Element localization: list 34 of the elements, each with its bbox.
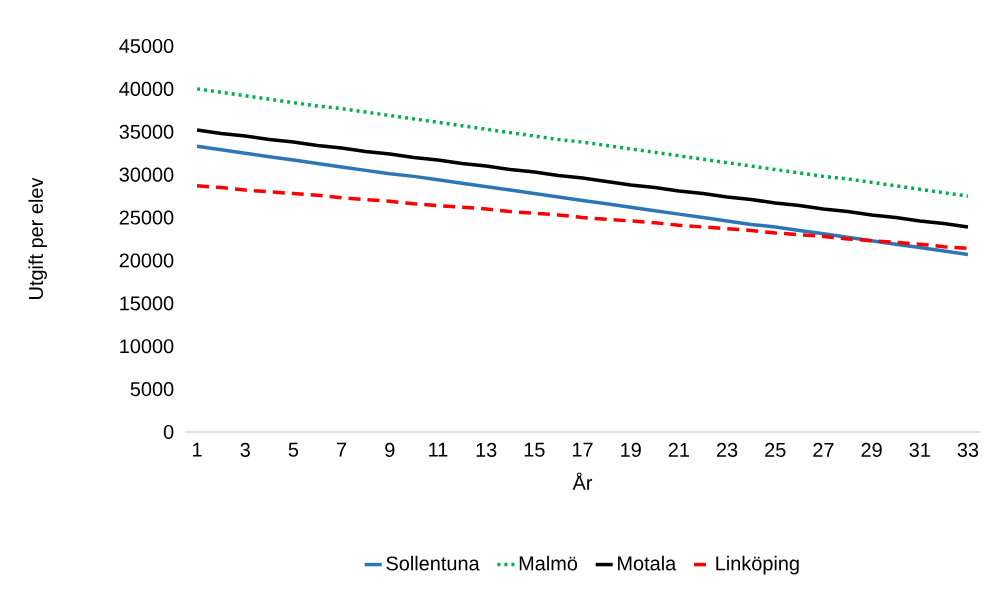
x-tick-label: 21 bbox=[668, 442, 689, 457]
x-tick-label: 3 bbox=[240, 442, 250, 457]
legend-label: Motala bbox=[618, 555, 677, 571]
x-tick-label: 31 bbox=[909, 442, 930, 457]
x-tick-label: 27 bbox=[813, 442, 834, 457]
x-tick-label: 19 bbox=[621, 442, 641, 457]
y-tick-label: 25000 bbox=[119, 210, 174, 225]
line-series bbox=[195, 128, 970, 229]
x-tick-label: 23 bbox=[716, 442, 738, 457]
x-tick-label: 17 bbox=[572, 442, 593, 457]
x-tick-label: 7 bbox=[337, 442, 347, 457]
y-tick-label: 5000 bbox=[130, 382, 174, 397]
legend-label: Sollentuna bbox=[386, 555, 480, 571]
y-tick-label: 0 bbox=[163, 424, 174, 440]
x-tick-label: 11 bbox=[429, 442, 448, 457]
y-axis-title: Utgift per elev bbox=[28, 177, 47, 299]
legend-label: Malmö bbox=[519, 555, 578, 571]
x-tick-label: 15 bbox=[524, 442, 545, 457]
y-tick-label: 10000 bbox=[120, 339, 174, 354]
y-tick-label: 15000 bbox=[120, 296, 174, 311]
legend-label: Linköping bbox=[716, 555, 799, 575]
y-tick-label: 45000 bbox=[119, 38, 174, 54]
y-tick-label: 40000 bbox=[119, 81, 174, 96]
x-tick-label: 13 bbox=[476, 442, 497, 457]
x-tick-label: 5 bbox=[288, 442, 299, 457]
y-tick-label: 30000 bbox=[119, 167, 174, 182]
y-tick-label: 35000 bbox=[119, 124, 174, 139]
x-tick-label: 29 bbox=[861, 442, 882, 457]
x-tick-label: 9 bbox=[385, 442, 395, 457]
x-tick-label: 1 bbox=[193, 442, 202, 457]
x-axis-title: År bbox=[572, 472, 593, 490]
x-tick-label: 25 bbox=[765, 442, 786, 457]
y-tick-label: 20000 bbox=[119, 253, 174, 268]
x-tick-label: 33 bbox=[957, 442, 979, 457]
